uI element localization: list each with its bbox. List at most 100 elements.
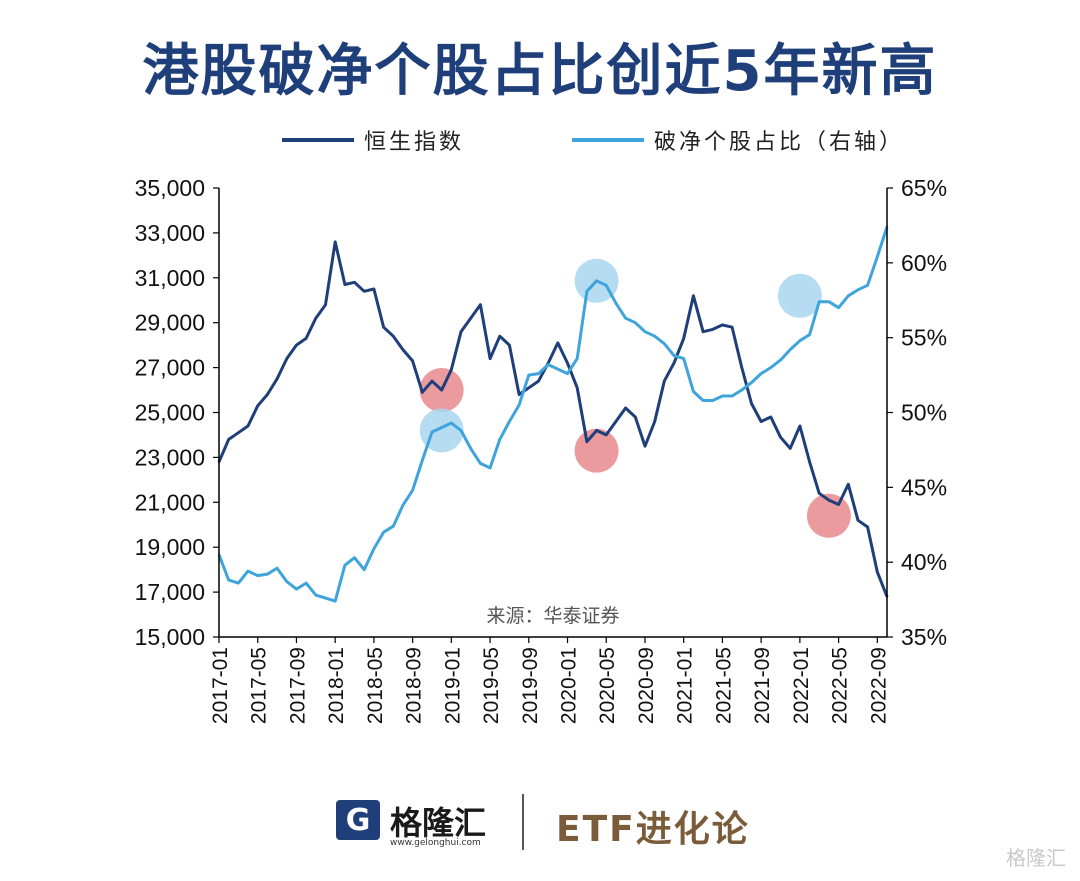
data-point-ratio [343, 564, 347, 567]
blue-highlight-circle [777, 273, 822, 318]
data-point-ratio [789, 348, 792, 351]
data-point-hsi [469, 317, 472, 320]
data-point-ratio [759, 372, 763, 375]
data-point-ratio [498, 438, 501, 441]
data-point-ratio [517, 403, 521, 407]
legend-swatch-ratio [572, 138, 644, 142]
y-right-tick-label: 65% [901, 175, 947, 201]
x-tick-label: 2019-05 [480, 647, 503, 724]
data-point-hsi [672, 361, 676, 365]
x-tick-label: 2022-05 [829, 647, 852, 724]
x-tick-label: 2017-05 [248, 647, 271, 724]
data-point-ratio [682, 357, 685, 360]
data-point-hsi [556, 341, 559, 345]
data-point-hsi [701, 330, 705, 333]
series-line-ratio [217, 226, 889, 603]
data-point-hsi [692, 294, 695, 297]
data-point-hsi [624, 406, 627, 410]
x-tick-label: 2022-01 [790, 647, 813, 724]
legend-label-ratio: 破净个股占比（右轴） [654, 130, 905, 155]
axes: 15,000 17,000 19,000 21,000 23,000 25,000 27,0… [135, 175, 947, 724]
data-point-ratio [421, 459, 424, 462]
data-point-ratio [798, 339, 802, 342]
data-point-ratio [701, 399, 705, 402]
data-point-hsi [614, 420, 618, 423]
data-point-hsi [314, 317, 317, 320]
data-point-ratio [692, 390, 695, 393]
data-point-ratio [769, 366, 772, 369]
data-point-hsi [866, 525, 869, 529]
legend-item-hsi: 恒生指数 [282, 124, 464, 156]
data-point-ratio [459, 429, 463, 432]
data-point-hsi [508, 343, 511, 347]
chart-title: 港股破净个股占比创近5年新高 [142, 39, 938, 104]
data-point-ratio [730, 394, 734, 398]
data-point-ratio [614, 302, 618, 305]
data-point-hsi [392, 335, 395, 338]
data-point-ratio [527, 373, 530, 377]
data-point-hsi [295, 343, 298, 347]
data-point-ratio [304, 581, 308, 585]
data-point-hsi [779, 436, 782, 439]
data-point-hsi [740, 366, 743, 369]
data-point-ratio [227, 578, 230, 582]
y-right-tick-label: 35% [901, 624, 947, 650]
data-point-ratio [382, 531, 385, 534]
data-point-hsi [653, 420, 656, 423]
data-point-ratio [856, 288, 860, 291]
blue-highlight-circle [419, 408, 464, 453]
data-point-hsi [440, 388, 443, 392]
y-right-tick-label: 45% [901, 474, 947, 500]
red-highlight-circle [574, 428, 619, 473]
data-point-hsi [595, 429, 598, 432]
x-tick-label: 2018-09 [403, 647, 426, 724]
data-point-hsi [285, 357, 288, 360]
data-point-ratio [363, 568, 366, 571]
data-point-hsi [227, 438, 230, 441]
source-note: 来源：华泰证券 [486, 605, 619, 627]
series-line-hsi [217, 240, 889, 598]
y-left-tick-label: 35,000 [135, 175, 205, 201]
data-point-hsi [634, 415, 637, 419]
data-point-ratio [711, 399, 714, 402]
data-point-hsi [363, 290, 366, 293]
x-tick-label: 2021-09 [751, 647, 774, 724]
data-point-hsi [517, 393, 521, 396]
brand-url: www.gelonghui.com [390, 838, 481, 848]
data-point-ratio [653, 335, 656, 338]
data-point-ratio [808, 333, 811, 336]
data-point-hsi [246, 424, 250, 428]
legend: 恒生指数 破净个股占比（右轴） [0, 124, 1080, 160]
y-left-tick-label: 17,000 [135, 579, 205, 605]
data-point-ratio [643, 330, 647, 333]
data-point-hsi [576, 386, 579, 389]
highlight-markers [419, 258, 851, 538]
data-point-ratio [595, 279, 598, 282]
data-point-hsi [275, 377, 279, 380]
x-tick-label: 2022-09 [867, 647, 890, 724]
data-point-ratio [488, 466, 492, 470]
x-tick-label: 2020-01 [558, 647, 581, 724]
x-tick-label: 2019-09 [519, 647, 542, 724]
data-point-hsi [401, 348, 405, 351]
watermark: 格隆汇 [1006, 846, 1066, 870]
data-point-hsi [730, 326, 734, 329]
data-point-hsi [488, 357, 492, 360]
brand-name: 格隆汇 [390, 804, 487, 842]
data-point-hsi [498, 335, 501, 338]
data-point-hsi [837, 503, 840, 506]
data-point-hsi [304, 337, 308, 340]
data-point-ratio [556, 367, 559, 371]
data-point-ratio [827, 300, 831, 303]
data-point-ratio [295, 587, 298, 591]
footer-divider [522, 794, 524, 850]
y-left-tick-label: 21,000 [135, 489, 205, 515]
data-point-hsi [479, 303, 482, 306]
y-right-tick-label: 40% [901, 549, 947, 575]
y-left-tick-label: 15,000 [135, 624, 205, 650]
data-point-ratio [440, 426, 443, 429]
data-point-ratio [411, 489, 414, 492]
data-point-hsi [769, 415, 772, 419]
data-point-hsi [585, 440, 589, 443]
data-point-ratio [237, 581, 240, 585]
